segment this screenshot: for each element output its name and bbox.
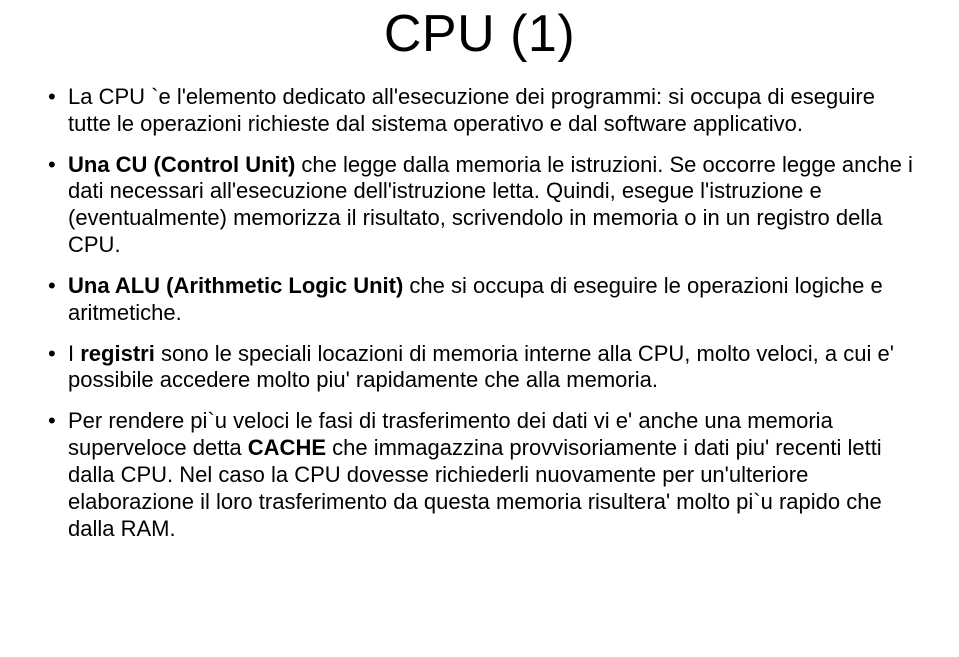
bullet-list: La CPU `e l'elemento dedicato all'esecuz… [46, 84, 913, 542]
bullet-item: I registri sono le speciali locazioni di… [46, 341, 913, 395]
bullet-item: Una CU (Control Unit) che legge dalla me… [46, 152, 913, 259]
bullet-item: Per rendere pi`u veloci le fasi di trasf… [46, 408, 913, 542]
slide-title: CPU (1) [46, 0, 913, 84]
slide: CPU (1) La CPU `e l'elemento dedicato al… [0, 0, 959, 657]
bullet-item: Una ALU (Arithmetic Logic Unit) che si o… [46, 273, 913, 327]
bullet-item: La CPU `e l'elemento dedicato all'esecuz… [46, 84, 913, 138]
